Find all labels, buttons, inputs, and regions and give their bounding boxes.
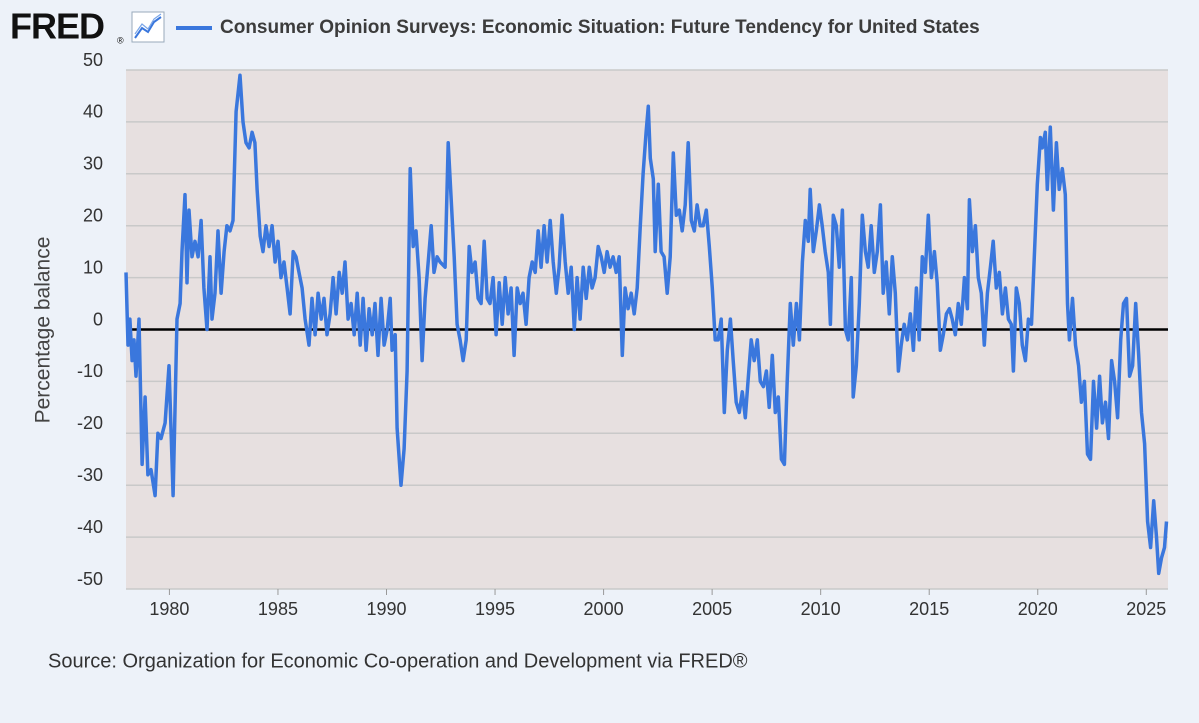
y-tick-label: -20 <box>77 413 103 433</box>
x-tick-label: 2010 <box>801 599 841 619</box>
y-tick-label: 40 <box>83 102 103 122</box>
y-tick-label: 30 <box>83 154 103 174</box>
logo-icon <box>131 11 165 43</box>
y-tick-label: -50 <box>77 569 103 589</box>
logo: FRED <box>10 6 104 47</box>
y-tick-label: -40 <box>77 517 103 537</box>
x-tick-label: 1980 <box>149 599 189 619</box>
x-tick-label: 1990 <box>366 599 406 619</box>
y-tick-label: -30 <box>77 465 103 485</box>
y-axis-label: Percentage balance <box>32 237 55 424</box>
source: Source: Organization for Economic Co-ope… <box>48 650 748 672</box>
y-tick-label: 10 <box>83 257 103 277</box>
y-tick-label: 20 <box>83 205 103 225</box>
x-tick-label: 2025 <box>1126 599 1166 619</box>
x-tick-label: 2000 <box>584 599 624 619</box>
x-tick-label: 1985 <box>258 599 298 619</box>
logo-mark: ® <box>117 35 124 45</box>
series-line <box>124 73 1169 576</box>
x-tick-label: 2015 <box>909 599 949 619</box>
y-tick-label: 0 <box>93 309 103 329</box>
y-tick-label: -10 <box>77 361 103 381</box>
y-tick-label: 50 <box>83 50 103 70</box>
legend-label: Consumer Opinion Surveys: Economic Situa… <box>220 17 980 38</box>
x-tick-label: 1995 <box>475 599 515 619</box>
x-tick-label: 2005 <box>692 599 732 619</box>
x-tick-label: 2020 <box>1018 599 1058 619</box>
